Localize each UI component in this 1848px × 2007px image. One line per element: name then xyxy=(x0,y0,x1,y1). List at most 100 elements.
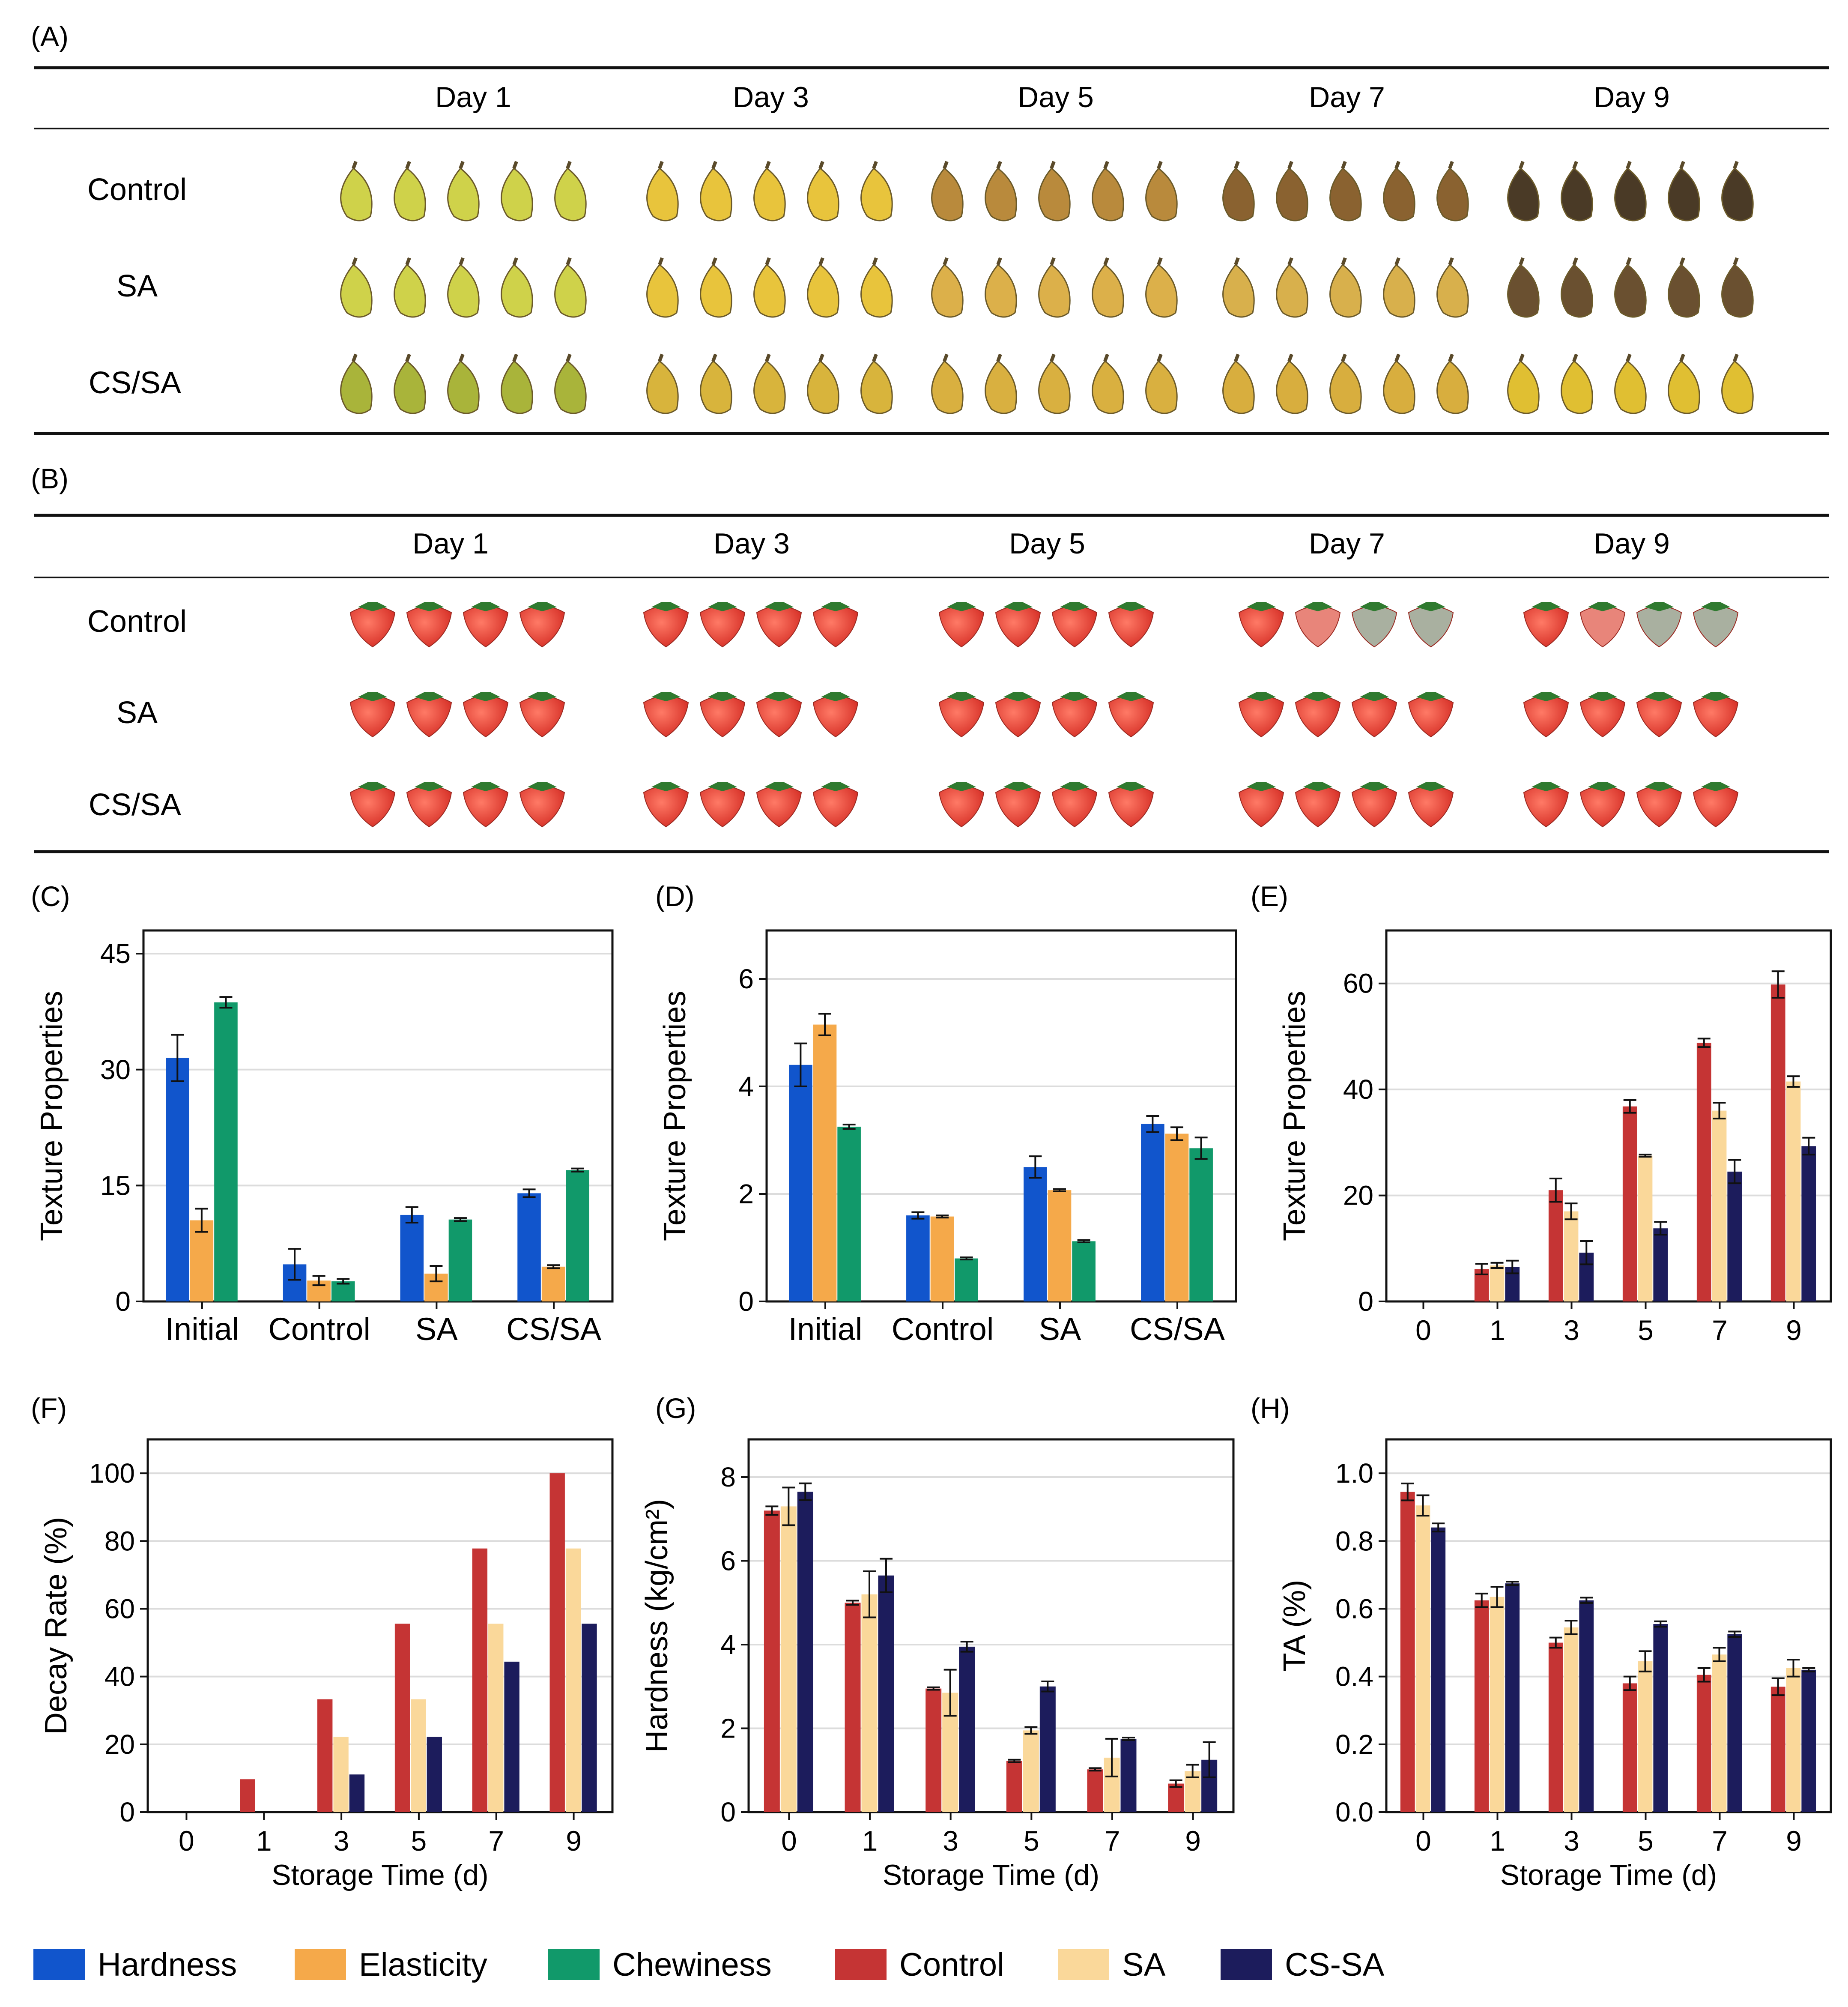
banana-stem xyxy=(1157,257,1163,266)
x-tick-label: 7 xyxy=(1712,1314,1728,1346)
error-bar xyxy=(1771,1677,1785,1696)
strawberry-photo xyxy=(349,782,565,828)
bar-sa-0 xyxy=(1415,1505,1430,1812)
x-tick-label: 0 xyxy=(179,1825,194,1857)
banana-stem xyxy=(405,257,411,266)
x-tick-label: 5 xyxy=(1638,1825,1654,1857)
banana-stem xyxy=(1157,353,1163,362)
x-tick-label: 7 xyxy=(488,1825,504,1857)
legend-swatch xyxy=(33,1949,85,1980)
x-tick-label: 3 xyxy=(1564,1314,1579,1346)
x-axis-label: Storage Time (d) xyxy=(883,1859,1099,1891)
error-bar xyxy=(1787,1075,1800,1088)
strawberry-leaf xyxy=(1645,782,1674,791)
error-bar xyxy=(1029,1155,1042,1179)
bar-control-9 xyxy=(1770,984,1785,1301)
banana-shape xyxy=(1721,360,1754,414)
y-tick-label: 0 xyxy=(115,1286,131,1317)
error-bar xyxy=(1041,1681,1054,1693)
plot-area xyxy=(142,929,614,1303)
bar-elasticity-cssa xyxy=(1165,1134,1189,1301)
error-bar xyxy=(1024,1726,1038,1735)
strawberry-leaf xyxy=(1003,692,1033,701)
y-tick-label: 80 xyxy=(104,1525,135,1556)
strawberry-leaf xyxy=(764,602,794,611)
bar-control-0 xyxy=(1400,1492,1415,1812)
strawberry-photo xyxy=(643,602,859,648)
error-bar xyxy=(1564,1620,1578,1635)
strawberry-leaf xyxy=(1532,602,1561,611)
banana-shape xyxy=(394,360,426,414)
panel-b-day-headers: Day 1 Day 3 Day 5 Day 7 Day 9 xyxy=(412,527,1670,560)
error-bar xyxy=(799,1482,812,1501)
error-bar xyxy=(1802,1667,1815,1672)
y-tick-label: 100 xyxy=(89,1458,135,1489)
banana-shape xyxy=(985,167,1017,221)
error-bar xyxy=(943,1669,957,1717)
panel-a-day-1: Day 1 xyxy=(435,81,511,114)
bar-control-7 xyxy=(1087,1769,1103,1812)
x-tick-label: 0 xyxy=(781,1825,797,1857)
x-tick-label: Initial xyxy=(788,1311,863,1347)
banana-photo xyxy=(931,161,1178,221)
chart-g: (G) 0 2 4 6 8 Hardness (kg/cm²) 0 1 3 5 7 9 Storage T… xyxy=(640,1392,1235,1891)
strawberry-leaf xyxy=(471,692,500,701)
legend-label: SA xyxy=(1122,1947,1166,1983)
banana-stem xyxy=(711,353,717,362)
plot-frame xyxy=(146,1438,614,1813)
bar-chewiness-initial xyxy=(214,1002,238,1301)
banana-shape xyxy=(1668,167,1700,221)
strawberry-leaf xyxy=(1117,602,1146,611)
banana-stem xyxy=(1394,257,1400,266)
panel-b-row-cssa: CS/SA xyxy=(89,788,181,822)
banana-stem xyxy=(996,353,1002,362)
strawberry-leaf xyxy=(947,692,976,701)
banana-shape xyxy=(1038,167,1071,221)
error-bar xyxy=(1194,1137,1208,1160)
strawberry-leaf xyxy=(821,692,850,701)
error-bar xyxy=(454,1217,467,1222)
x-tick-label: SA xyxy=(1039,1311,1081,1347)
error-bar xyxy=(863,1570,876,1618)
plot-area xyxy=(1385,1438,1832,1813)
banana-stem xyxy=(658,257,664,266)
strawberry-leaf xyxy=(1645,602,1674,611)
banana-photo xyxy=(646,353,893,414)
banana-stem xyxy=(405,161,411,169)
error-bar xyxy=(818,1013,831,1036)
strawberry-leaf xyxy=(764,692,794,701)
strawberry-leaf xyxy=(415,692,444,701)
strawberry-photo xyxy=(938,782,1154,828)
banana-stem xyxy=(658,353,664,362)
legend-swatch xyxy=(295,1949,346,1980)
banana-photo xyxy=(1222,353,1469,414)
x-tick-label: 9 xyxy=(1185,1825,1201,1857)
y-tick-label: 4 xyxy=(720,1629,736,1660)
banana-shape xyxy=(1721,263,1754,318)
y-tick-label: 30 xyxy=(100,1054,131,1085)
banana-shape xyxy=(1145,167,1178,221)
strawberry-leaf xyxy=(1117,692,1146,701)
banana-shape xyxy=(985,263,1017,318)
banana-stem xyxy=(1733,353,1739,362)
bar-hardness-initial xyxy=(789,1065,812,1301)
error-bar xyxy=(1580,1597,1593,1604)
panel-a-row-labels: Control SA CS/SA xyxy=(87,173,187,400)
bar-cs-sa-7 xyxy=(1727,1171,1742,1301)
panel-b-day-3: Day 3 xyxy=(714,527,790,560)
error-bar xyxy=(1077,1239,1090,1243)
banana-stem xyxy=(1287,353,1293,362)
panel-b-label: (B) xyxy=(31,463,69,494)
banana-shape xyxy=(700,360,732,414)
y-axis-label: Texture Properties xyxy=(1278,991,1312,1241)
banana-shape xyxy=(1507,360,1540,414)
banana-stem xyxy=(1287,161,1293,169)
error-bar xyxy=(1089,1767,1102,1772)
banana-stem xyxy=(512,353,518,362)
banana-stem xyxy=(1519,257,1525,266)
banana-stem xyxy=(1050,161,1056,169)
bar-sa-9 xyxy=(565,1548,581,1812)
error-bar xyxy=(171,1034,184,1082)
x-tick-label: 1 xyxy=(256,1825,272,1857)
